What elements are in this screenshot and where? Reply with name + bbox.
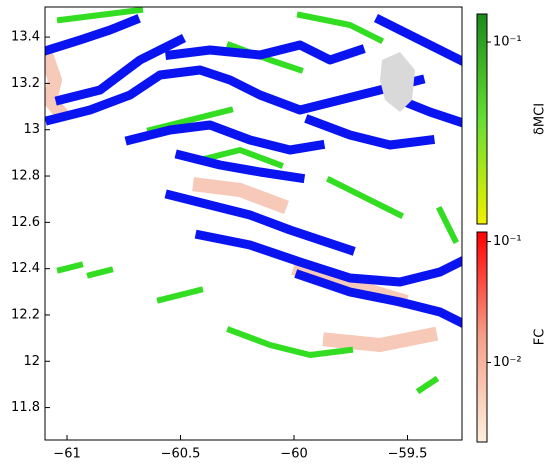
colorbar-label: δMCI (533, 103, 548, 135)
y-tick-label: 12.6 (11, 215, 40, 230)
x-tick-label: −59.5 (388, 447, 428, 462)
y-tick-label: 12.4 (11, 261, 40, 276)
y-tick-label: 13.2 (11, 76, 40, 91)
y-tick-label: 13 (23, 122, 40, 137)
colorbar-label: FC (533, 329, 548, 346)
colorbar-tick-label: 10⁻² (493, 355, 522, 370)
y-tick-label: 12.2 (11, 307, 40, 322)
x-tick-label: −60 (280, 447, 307, 462)
map-layer (45, 7, 462, 395)
y-tick-label: 13.4 (11, 30, 40, 45)
plot-frame (44, 6, 463, 441)
colorbar-tick-label: 10⁻¹ (493, 35, 522, 50)
colorbar (476, 13, 488, 225)
y-tick-label: 11.8 (11, 400, 40, 415)
x-tick-label: −60.5 (161, 447, 201, 462)
y-tick-label: 12 (23, 354, 40, 369)
colorbar (476, 231, 488, 443)
fc-patches (45, 51, 439, 352)
y-tick-label: 12.8 (11, 169, 40, 184)
colorbar-tick-label: 10⁻¹ (493, 234, 522, 249)
x-tick-label: −61 (53, 447, 80, 462)
land-mask (45, 13, 462, 329)
dmci-patches (56, 7, 460, 395)
island (380, 52, 415, 112)
